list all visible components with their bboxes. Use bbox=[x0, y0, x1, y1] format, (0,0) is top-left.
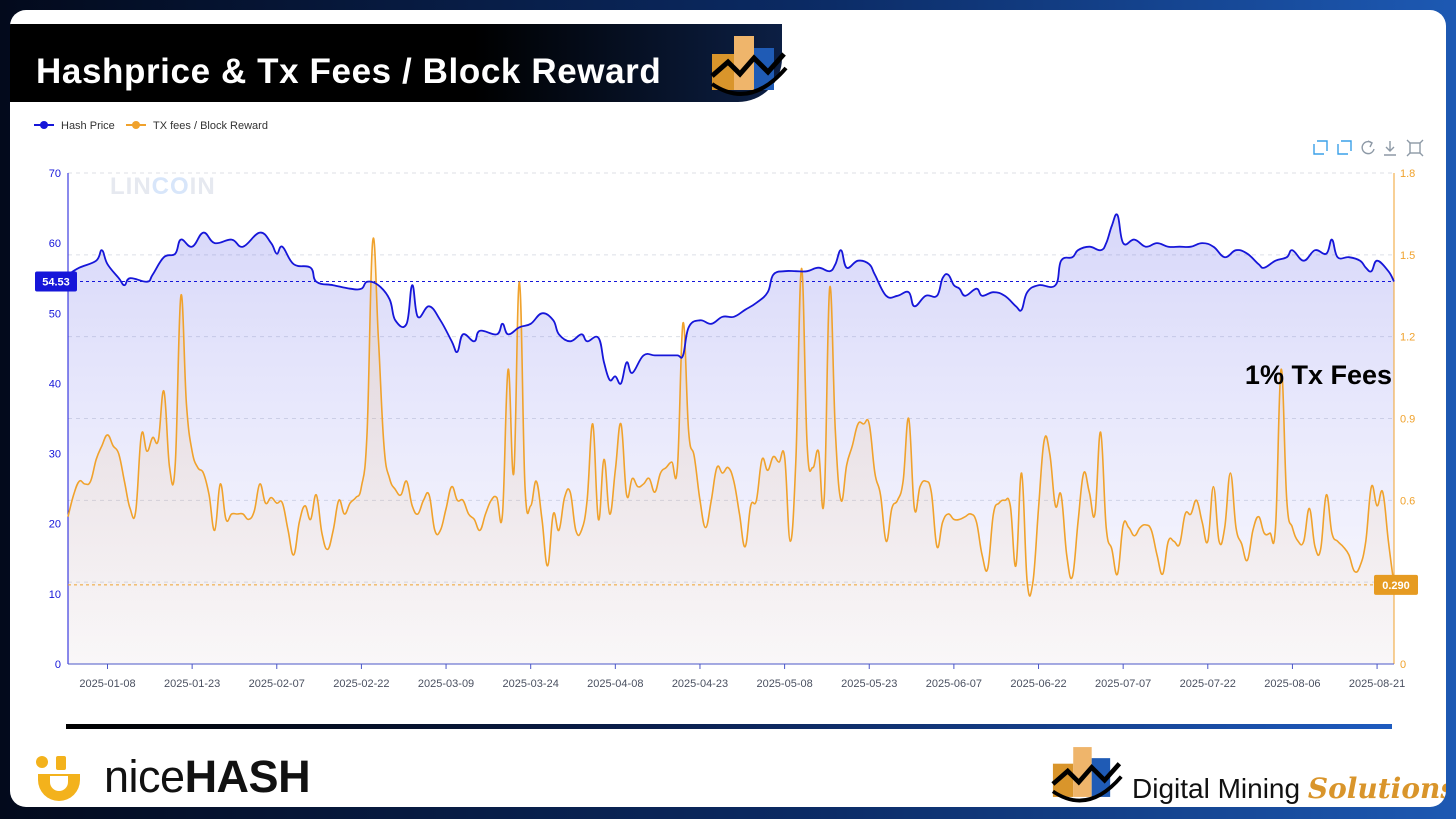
nicehash-logo: niceHASH bbox=[34, 752, 334, 802]
series-areas bbox=[68, 214, 1394, 664]
y-left-tick-label: 20 bbox=[49, 519, 61, 531]
x-tick-label: 2025-03-09 bbox=[418, 678, 474, 690]
x-tick-label: 2025-02-22 bbox=[333, 678, 389, 690]
chart-toolbox[interactable] bbox=[1313, 139, 1424, 157]
tx-fees-badge bbox=[1374, 574, 1418, 595]
zoom-icon[interactable] bbox=[1313, 140, 1328, 155]
dms-wordmark: Digital Mining Solutions bbox=[1132, 772, 1446, 805]
watermark-part1: LIN bbox=[110, 173, 152, 200]
x-tick-label: 2025-06-07 bbox=[926, 678, 982, 690]
y-right-tick-label: 1.8 bbox=[1400, 168, 1415, 180]
hash-price-badge bbox=[35, 271, 77, 292]
title-banner: Hashprice & Tx Fees / Block Reward bbox=[10, 24, 782, 102]
legend-hash-price: Hash Price bbox=[61, 120, 115, 132]
tx-fees-area bbox=[68, 238, 1394, 664]
watermark-part2: CO bbox=[152, 173, 190, 200]
x-tick-label: 2025-06-22 bbox=[1010, 678, 1066, 690]
x-tick-label: 2025-04-23 bbox=[672, 678, 728, 690]
y-left-tick-label: 10 bbox=[49, 589, 61, 601]
x-tick-label: 2025-08-06 bbox=[1264, 678, 1320, 690]
chart-axes: 01020304050607000.30.60.91.21.51.82025-0… bbox=[49, 168, 1416, 690]
fullscreen-icon[interactable] bbox=[1406, 139, 1424, 157]
x-tick-label: 2025-03-24 bbox=[503, 678, 559, 690]
y-left-tick-label: 70 bbox=[49, 168, 61, 180]
y-right-tick-label: 0 bbox=[1400, 659, 1406, 671]
x-tick-label: 2025-01-08 bbox=[79, 678, 135, 690]
download-icon[interactable] bbox=[1384, 141, 1396, 156]
page-title: Hashprice & Tx Fees / Block Reward bbox=[36, 52, 662, 91]
x-tick-label: 2025-02-07 bbox=[249, 678, 305, 690]
nicehash-mark-icon bbox=[36, 756, 80, 801]
watermark-text: LINCOIN bbox=[110, 173, 216, 200]
footer-divider bbox=[66, 724, 1392, 729]
y-left-tick-label: 40 bbox=[49, 378, 61, 390]
zoom-reset-icon[interactable] bbox=[1337, 140, 1352, 155]
threshold-label: 1% Tx Fees bbox=[1245, 360, 1392, 390]
y-right-tick-label: 0.6 bbox=[1400, 495, 1415, 507]
dms-mark-icon bbox=[1051, 747, 1123, 803]
x-tick-label: 2025-05-08 bbox=[756, 678, 812, 690]
y-right-tick-label: 1.5 bbox=[1400, 250, 1415, 262]
nicehash-wordmark: niceHASH bbox=[104, 751, 311, 802]
x-tick-label: 2025-07-07 bbox=[1095, 678, 1151, 690]
slide-panel: Hashprice & Tx Fees / Block Reward bbox=[10, 10, 1446, 807]
series-lines: 54.53 0.290 bbox=[35, 213, 1418, 597]
dms-text-digital: Digital Mining bbox=[1132, 773, 1301, 804]
hash-price-badge-label: 54.53 bbox=[42, 277, 70, 289]
x-tick-label: 2025-08-21 bbox=[1349, 678, 1405, 690]
y-left-tick-label: 50 bbox=[49, 308, 61, 320]
x-tick-label: 2025-05-23 bbox=[841, 678, 897, 690]
annotations: 1% Tx Fees bbox=[68, 360, 1394, 393]
chart-canvas: Hash Price TX fees / Block Reward LINCOI… bbox=[34, 120, 1424, 690]
y-left-tick-label: 30 bbox=[49, 449, 61, 461]
y-right-tick-label: 0.9 bbox=[1400, 414, 1415, 426]
legend[interactable]: Hash Price TX fees / Block Reward bbox=[34, 120, 268, 132]
dms-text-solutions: Solutions bbox=[1307, 772, 1446, 805]
restore-icon[interactable] bbox=[1361, 140, 1375, 155]
x-tick-label: 2025-01-23 bbox=[164, 678, 220, 690]
tx-fees-line[interactable] bbox=[67, 237, 1395, 597]
tx-fees-badge-label: 0.290 bbox=[1382, 580, 1410, 592]
x-tick-label: 2025-07-22 bbox=[1180, 678, 1236, 690]
legend-tx-fees: TX fees / Block Reward bbox=[153, 120, 268, 132]
nicehash-light: nice bbox=[104, 751, 185, 802]
y-left-tick-label: 60 bbox=[49, 238, 61, 250]
watermark-part3: IN bbox=[190, 173, 216, 200]
dms-logo-icon bbox=[710, 36, 788, 96]
dms-logo: Digital Mining Solutions bbox=[1050, 734, 1446, 807]
hash-price-line[interactable] bbox=[67, 213, 1395, 385]
y-right-tick-label: 1.2 bbox=[1400, 332, 1415, 344]
y-left-tick-label: 0 bbox=[55, 659, 61, 671]
x-tick-label: 2025-04-08 bbox=[587, 678, 643, 690]
nicehash-bold: HASH bbox=[184, 751, 311, 802]
